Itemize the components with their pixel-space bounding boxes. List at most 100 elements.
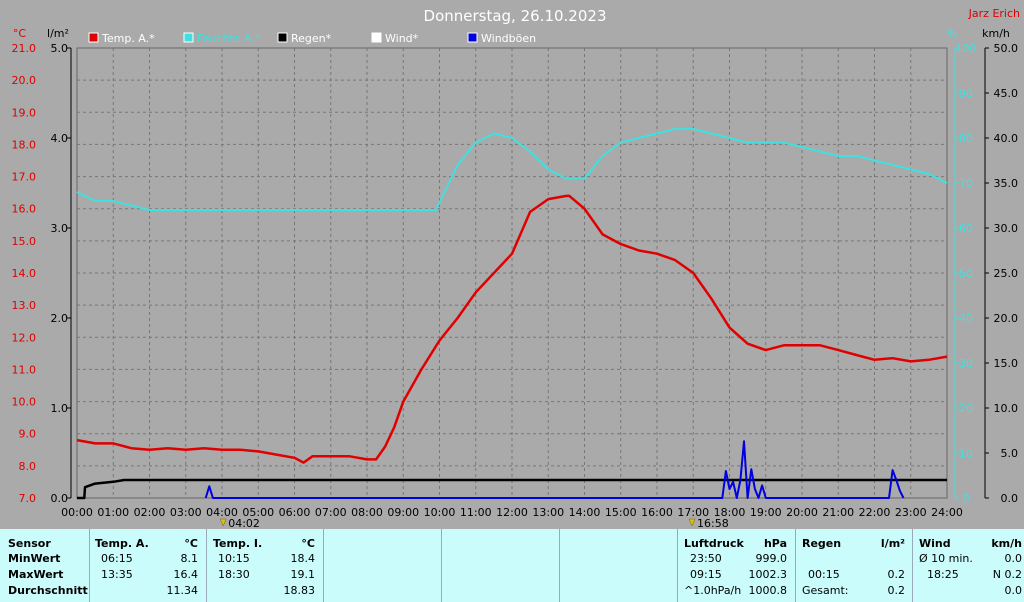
temp-tick: 13.0 — [12, 299, 37, 312]
sunset-time: 16:58 — [697, 517, 729, 529]
chart-grid — [76, 47, 948, 499]
stats-empty-3 — [560, 529, 678, 602]
humidity-line — [76, 128, 948, 211]
temp-tick: 14.0 — [12, 267, 37, 280]
sunrise-time: 04:02 — [228, 517, 260, 529]
temp-tick: 21.0 — [12, 42, 37, 55]
sun-markers: 04:02 16:58 — [219, 517, 729, 529]
x-tick: 24:00 — [931, 506, 963, 519]
temp-a-min-value: 8.1 — [180, 552, 199, 565]
pressure-max-value: 1002.3 — [748, 568, 788, 581]
max-label: MaxWert — [8, 568, 64, 581]
hum-tick: 80 — [959, 132, 973, 145]
x-tick: 23:00 — [895, 506, 927, 519]
stats-empty-1 — [324, 529, 442, 602]
wind-tick: 5.0 — [1001, 447, 1019, 460]
temp-a-header: Temp. A. — [95, 537, 149, 550]
pressure-header: Luftdruck — [684, 537, 744, 550]
stats-temp-a: Temp. A. °C 06:15 8.1 13:35 16.4 11.34 — [90, 529, 207, 602]
chart-legend: Temp. A.* Feuchte A.* Regen* Wind* Windböen — [88, 32, 536, 45]
x-tick: 12:00 — [496, 506, 528, 519]
rain-tick: 3.0 — [51, 222, 69, 235]
pressure-trend: ^1.0hPa/h — [684, 584, 742, 597]
x-tick: 16:00 — [641, 506, 673, 519]
rain-total-label: Gesamt: — [802, 584, 849, 597]
legend-label-4: Windböen — [481, 32, 536, 45]
rain-tick: 4.0 — [51, 132, 69, 145]
wind-unit: km/h — [991, 537, 1022, 550]
x-tick: 08:00 — [351, 506, 383, 519]
x-tick: 03:00 — [170, 506, 202, 519]
wind-tick: 30.0 — [994, 222, 1019, 235]
stats-pressure: Luftdruck hPa 23:50 999.0 09:15 1002.3 ^… — [678, 529, 796, 602]
legend-swatch-4 — [467, 32, 478, 43]
temp-tick: 15.0 — [12, 235, 37, 248]
hum-tick: 40 — [959, 312, 973, 325]
sunrise-icon — [219, 518, 227, 527]
legend-swatch-0 — [88, 32, 99, 43]
hum-tick: 0 — [963, 492, 970, 505]
stats-sensor: Sensor MinWert MaxWert Durchschnitt — [0, 529, 90, 602]
temp-tick: 7.0 — [19, 492, 37, 505]
temp-tick: 20.0 — [12, 74, 37, 87]
min-label: MinWert — [8, 552, 61, 565]
wind-tick: 25.0 — [994, 267, 1019, 280]
x-tick: 19:00 — [750, 506, 782, 519]
temp-i-avg-value: 18.83 — [283, 584, 316, 597]
rain-unit: l/m² — [880, 537, 905, 550]
x-tick: 21:00 — [822, 506, 854, 519]
wind-avg10-label: Ø 10 min. — [919, 552, 973, 565]
pressure-unit: hPa — [763, 537, 787, 550]
rain-tick: 5.0 — [51, 42, 69, 55]
temp-tick: 19.0 — [12, 106, 37, 119]
stats-temp-i: Temp. I. °C 10:15 18.4 18:30 19.1 18.83 — [207, 529, 324, 602]
rain-tick: 0.0 — [51, 492, 69, 505]
temp-a-unit: °C — [184, 537, 198, 550]
legend-swatch-3 — [371, 32, 382, 43]
x-tick: 02:00 — [134, 506, 166, 519]
temp-a-min-time: 06:15 — [101, 552, 133, 565]
author-label: Jarz Erich — [968, 7, 1020, 20]
temp-tick: 8.0 — [19, 460, 37, 473]
wind-max-time: 18:25 — [927, 568, 959, 581]
temp-i-max-value: 19.1 — [290, 568, 316, 581]
wind-tick: 40.0 — [994, 132, 1019, 145]
hum-tick: 60 — [959, 222, 973, 235]
chart-axes: 7.0 8.0 9.0 10.0 11.0 12.0 13.0 14.0 15.0 16.0 17.… — [12, 42, 1019, 519]
temp-line — [76, 194, 948, 464]
x-tick: 22:00 — [859, 506, 891, 519]
legend-label-3: Wind* — [385, 32, 419, 45]
pressure-min-time: 23:50 — [690, 552, 722, 565]
hum-tick: 90 — [959, 87, 973, 100]
rain-line — [77, 478, 947, 500]
hum-unit-label: % — [947, 27, 957, 40]
temp-i-header: Temp. I. — [213, 537, 263, 550]
x-tick: 17:00 — [677, 506, 709, 519]
pressure-min-value: 999.0 — [755, 552, 788, 565]
wind-unit-label: km/h — [982, 27, 1010, 40]
rain-tick: 2.0 — [51, 312, 69, 325]
rain-max-value: 0.2 — [887, 568, 906, 581]
wind-tick: 50.0 — [994, 42, 1019, 55]
sensor-header: Sensor — [8, 537, 51, 550]
wind-tick: 35.0 — [994, 177, 1019, 190]
rain-header: Regen — [802, 537, 842, 550]
chart-series — [76, 128, 948, 500]
wind-tick: 0.0 — [1001, 492, 1019, 505]
legend-label-0: Temp. A.* — [101, 32, 155, 45]
temp-tick: 17.0 — [12, 171, 37, 184]
wind-tick: 15.0 — [994, 357, 1019, 370]
rain-tick: 1.0 — [51, 402, 69, 415]
x-tick: 13:00 — [532, 506, 564, 519]
stats-empty-2 — [442, 529, 560, 602]
wind-tick: 20.0 — [994, 312, 1019, 325]
x-tick: 15:00 — [605, 506, 637, 519]
temp-tick: 11.0 — [12, 363, 37, 376]
temp-a-max-time: 13:35 — [101, 568, 133, 581]
x-tick: 01:00 — [97, 506, 129, 519]
hum-tick: 50 — [959, 267, 973, 280]
pressure-avg-value: 1000.8 — [748, 584, 788, 597]
temp-tick: 16.0 — [12, 203, 37, 216]
x-tick: 18:00 — [714, 506, 746, 519]
